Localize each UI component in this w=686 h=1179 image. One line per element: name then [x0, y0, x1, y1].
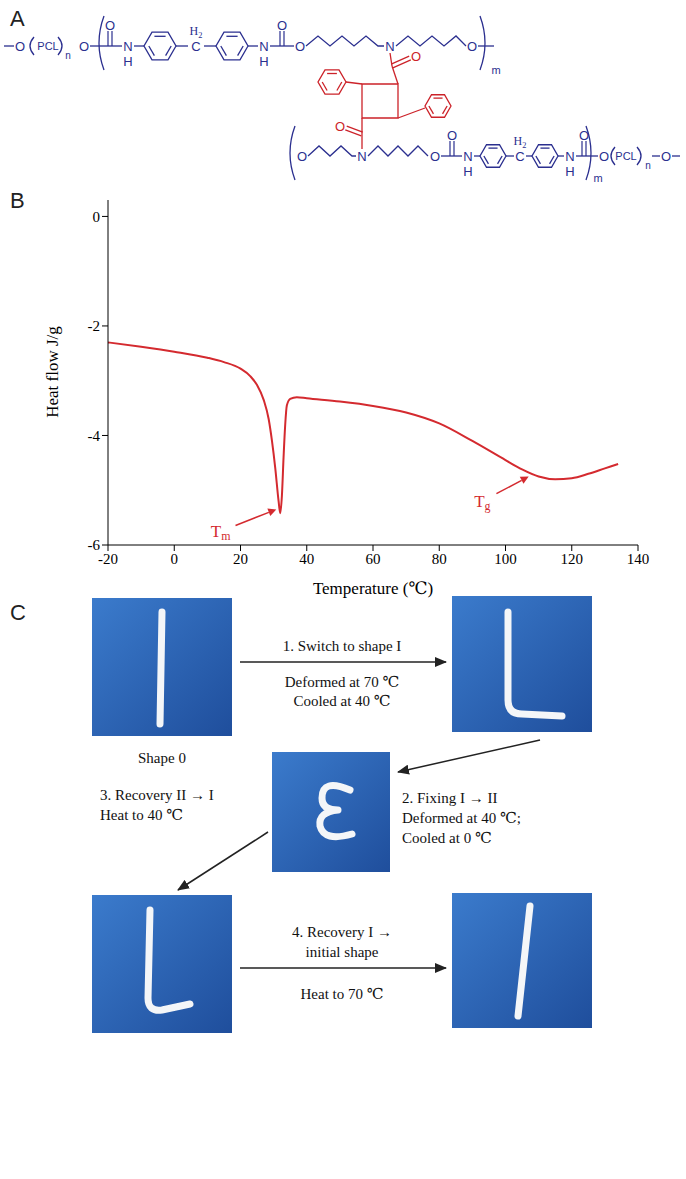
- svg-text:O: O: [79, 39, 89, 54]
- svg-text:Shape 0: Shape 0: [138, 750, 186, 766]
- svg-text:-4: -4: [88, 428, 101, 444]
- svg-text:PCL: PCL: [615, 150, 636, 162]
- svg-text:n: n: [65, 50, 71, 61]
- svg-text:B: B: [10, 188, 25, 213]
- svg-text:O: O: [15, 39, 25, 54]
- svg-text:Tm: Tm: [211, 522, 231, 544]
- svg-text:O: O: [578, 127, 590, 143]
- svg-text:O: O: [295, 39, 305, 54]
- svg-text:O: O: [430, 149, 440, 164]
- svg-text:Deformed at 70 ℃: Deformed at 70 ℃: [285, 674, 400, 690]
- svg-text:O: O: [277, 18, 287, 33]
- svg-text:PCL: PCL: [37, 40, 58, 52]
- svg-text:4. Recovery I →: 4. Recovery I →: [292, 924, 392, 940]
- svg-text:N: N: [463, 149, 472, 164]
- svg-text:O: O: [467, 39, 477, 54]
- svg-text:H2: H2: [514, 134, 527, 149]
- svg-text:H: H: [565, 164, 574, 179]
- svg-text:O: O: [447, 128, 457, 143]
- svg-text:20: 20: [233, 551, 248, 567]
- svg-text:m: m: [491, 64, 500, 76]
- svg-text:initial shape: initial shape: [306, 944, 379, 960]
- svg-text:C: C: [191, 39, 200, 54]
- svg-text:Heat flow J/g: Heat flow J/g: [43, 326, 62, 418]
- svg-text:-20: -20: [98, 551, 118, 567]
- svg-text:120: 120: [561, 551, 584, 567]
- svg-text:N: N: [385, 39, 394, 54]
- svg-text:H: H: [123, 54, 132, 69]
- svg-text:H2: H2: [190, 24, 203, 39]
- svg-text:0: 0: [171, 551, 179, 567]
- svg-text:0: 0: [93, 209, 101, 225]
- svg-text:O: O: [297, 149, 307, 164]
- svg-text:O: O: [599, 149, 609, 164]
- svg-text:N: N: [259, 39, 268, 54]
- svg-text:Temperature (℃): Temperature (℃): [313, 579, 433, 598]
- svg-text:C: C: [10, 600, 26, 625]
- svg-text:O: O: [411, 49, 421, 64]
- svg-text:Tg: Tg: [474, 492, 490, 514]
- svg-text:N: N: [357, 149, 366, 164]
- svg-text:-2: -2: [88, 318, 101, 334]
- svg-text:m: m: [593, 172, 602, 184]
- svg-text:O: O: [661, 149, 671, 164]
- svg-text:-6: -6: [88, 537, 101, 553]
- svg-text:Cooled at 0 ℃: Cooled at 0 ℃: [402, 830, 492, 846]
- svg-text:100: 100: [494, 551, 517, 567]
- svg-text:Cooled at 40 ℃: Cooled at 40 ℃: [293, 693, 390, 709]
- svg-text:N: N: [123, 39, 132, 54]
- svg-text:Heat to 40 ℃: Heat to 40 ℃: [100, 807, 183, 823]
- svg-text:n: n: [645, 160, 651, 171]
- svg-text:O: O: [335, 119, 345, 134]
- svg-text:H: H: [259, 54, 268, 69]
- svg-text:C: C: [515, 149, 524, 164]
- svg-text:Heat to 70 ℃: Heat to 70 ℃: [300, 986, 383, 1002]
- svg-text:N: N: [565, 149, 574, 164]
- svg-text:Deformed at 40 ℃;: Deformed at 40 ℃;: [402, 810, 521, 826]
- svg-text:2. Fixing I → II: 2. Fixing I → II: [402, 790, 497, 806]
- svg-text:40: 40: [299, 551, 314, 567]
- svg-text:140: 140: [627, 551, 650, 567]
- svg-text:3. Recovery II → I: 3. Recovery II → I: [100, 787, 214, 803]
- svg-text:80: 80: [432, 551, 447, 567]
- svg-text:H: H: [463, 164, 472, 179]
- svg-text:A: A: [10, 6, 25, 31]
- svg-text:60: 60: [366, 551, 381, 567]
- svg-text:O: O: [105, 18, 115, 33]
- svg-text:1. Switch to shape I: 1. Switch to shape I: [283, 638, 402, 654]
